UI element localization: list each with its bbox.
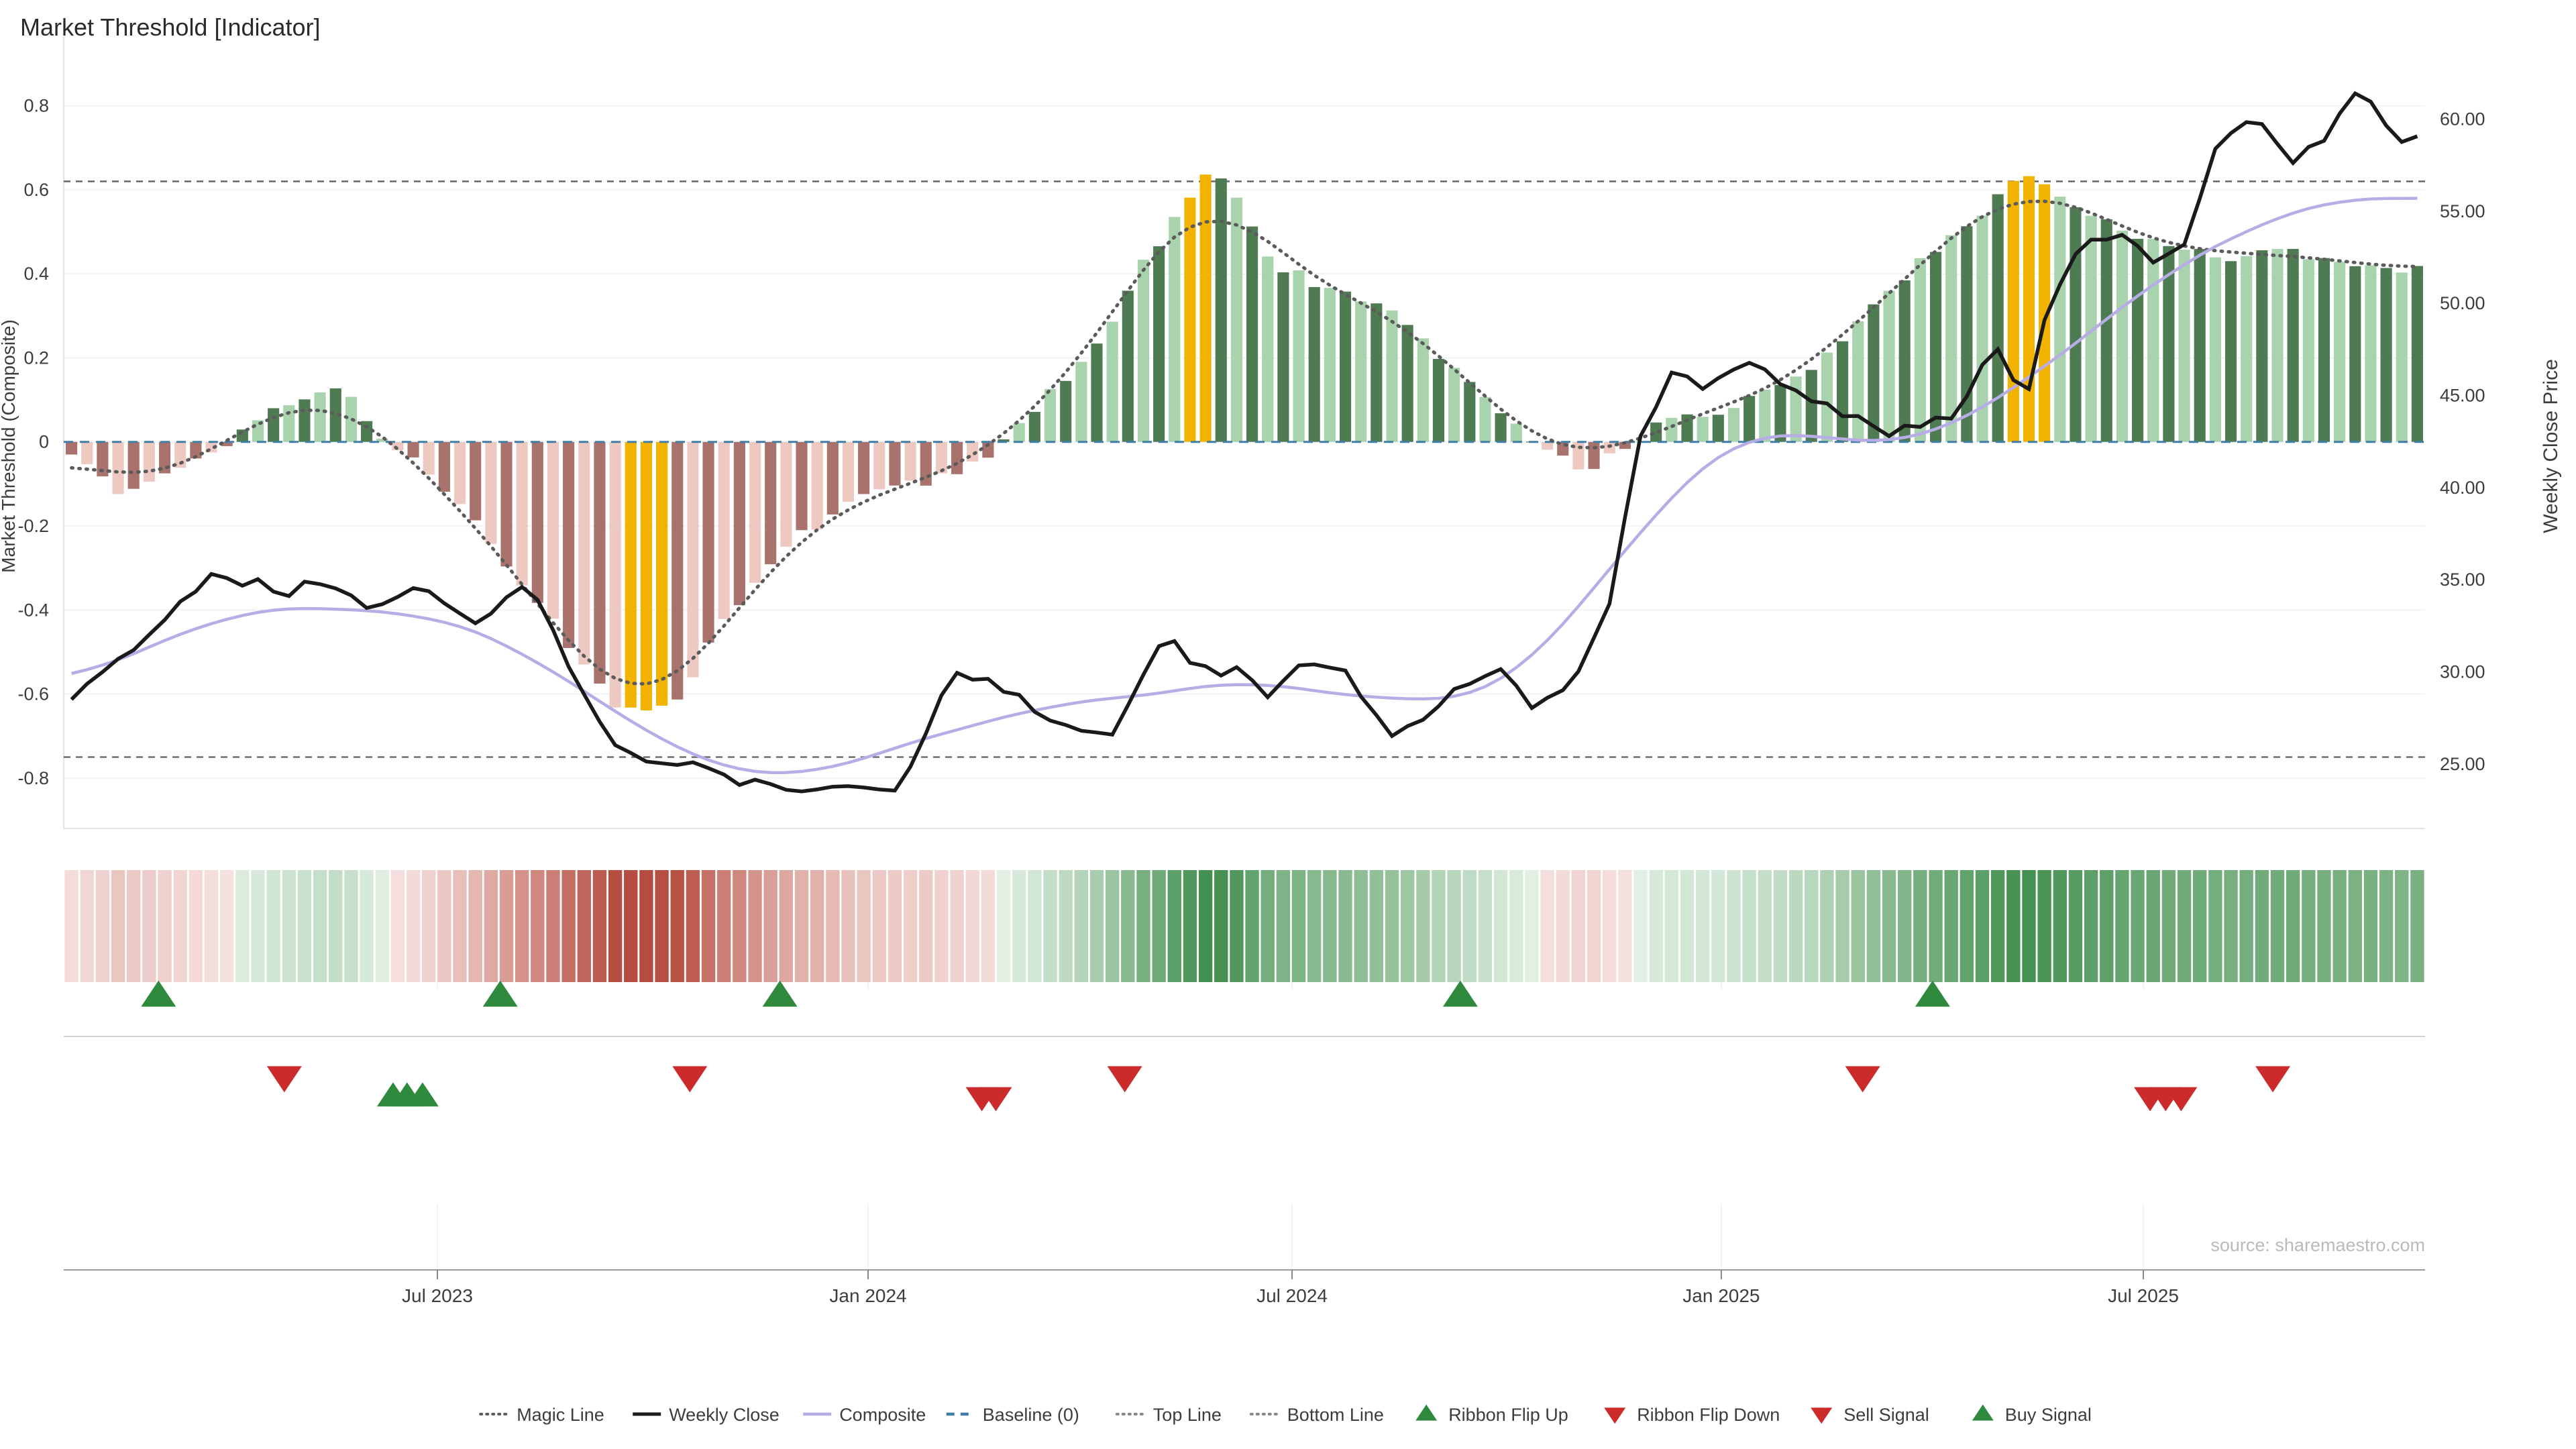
svg-text:-0.4: -0.4	[17, 600, 49, 620]
svg-text:Jul 2025: Jul 2025	[2108, 1285, 2179, 1306]
svg-text:Jul 2023: Jul 2023	[402, 1285, 473, 1306]
svg-text:Magic Line: Magic Line	[517, 1405, 604, 1425]
svg-text:Bottom Line: Bottom Line	[1287, 1405, 1384, 1425]
svg-text:Sell Signal: Sell Signal	[1843, 1405, 1929, 1425]
svg-text:35.00: 35.00	[2440, 570, 2485, 590]
svg-text:Jul 2024: Jul 2024	[1256, 1285, 1328, 1306]
svg-text:Weekly Close Price: Weekly Close Price	[2540, 359, 2562, 533]
svg-text:30.00: 30.00	[2440, 662, 2485, 682]
svg-text:source: sharemaestro.com: source: sharemaestro.com	[2210, 1235, 2425, 1255]
svg-text:0: 0	[39, 432, 49, 452]
svg-text:60.00: 60.00	[2440, 109, 2485, 129]
svg-text:0.8: 0.8	[23, 96, 49, 116]
svg-text:40.00: 40.00	[2440, 478, 2485, 498]
svg-text:50.00: 50.00	[2440, 293, 2485, 313]
svg-text:-0.2: -0.2	[17, 516, 49, 536]
svg-text:-0.8: -0.8	[17, 768, 49, 788]
svg-text:Market Threshold (Composite): Market Threshold (Composite)	[0, 319, 19, 573]
svg-text:-0.6: -0.6	[17, 684, 49, 704]
svg-text:Ribbon Flip Up: Ribbon Flip Up	[1448, 1405, 1568, 1425]
svg-text:Composite: Composite	[839, 1405, 926, 1425]
svg-text:55.00: 55.00	[2440, 201, 2485, 221]
svg-text:0.2: 0.2	[23, 347, 49, 368]
svg-text:Ribbon Flip Down: Ribbon Flip Down	[1637, 1405, 1780, 1425]
svg-text:Jan 2025: Jan 2025	[1682, 1285, 1760, 1306]
svg-text:Weekly Close: Weekly Close	[669, 1405, 780, 1425]
svg-text:Top Line: Top Line	[1153, 1405, 1222, 1425]
svg-text:Jan 2024: Jan 2024	[829, 1285, 906, 1306]
svg-text:25.00: 25.00	[2440, 754, 2485, 774]
svg-text:Buy Signal: Buy Signal	[2005, 1405, 2092, 1425]
svg-text:Baseline (0): Baseline (0)	[983, 1405, 1079, 1425]
svg-text:45.00: 45.00	[2440, 385, 2485, 405]
svg-text:0.4: 0.4	[23, 264, 49, 284]
svg-text:0.6: 0.6	[23, 180, 49, 200]
